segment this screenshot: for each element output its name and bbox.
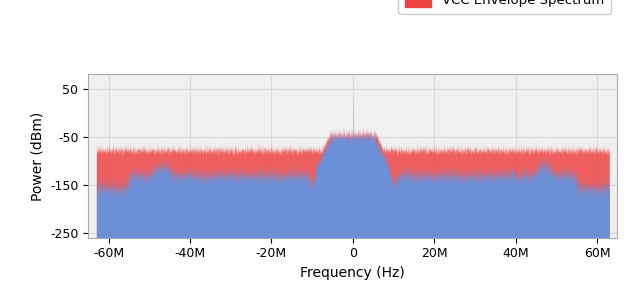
X-axis label: Frequency (Hz): Frequency (Hz) [301,266,405,280]
Legend: LTE Signal Spectrum, VCC Envelope Spectrum: LTE Signal Spectrum, VCC Envelope Spectr… [398,0,611,14]
Y-axis label: Power (dBm): Power (dBm) [30,111,45,200]
